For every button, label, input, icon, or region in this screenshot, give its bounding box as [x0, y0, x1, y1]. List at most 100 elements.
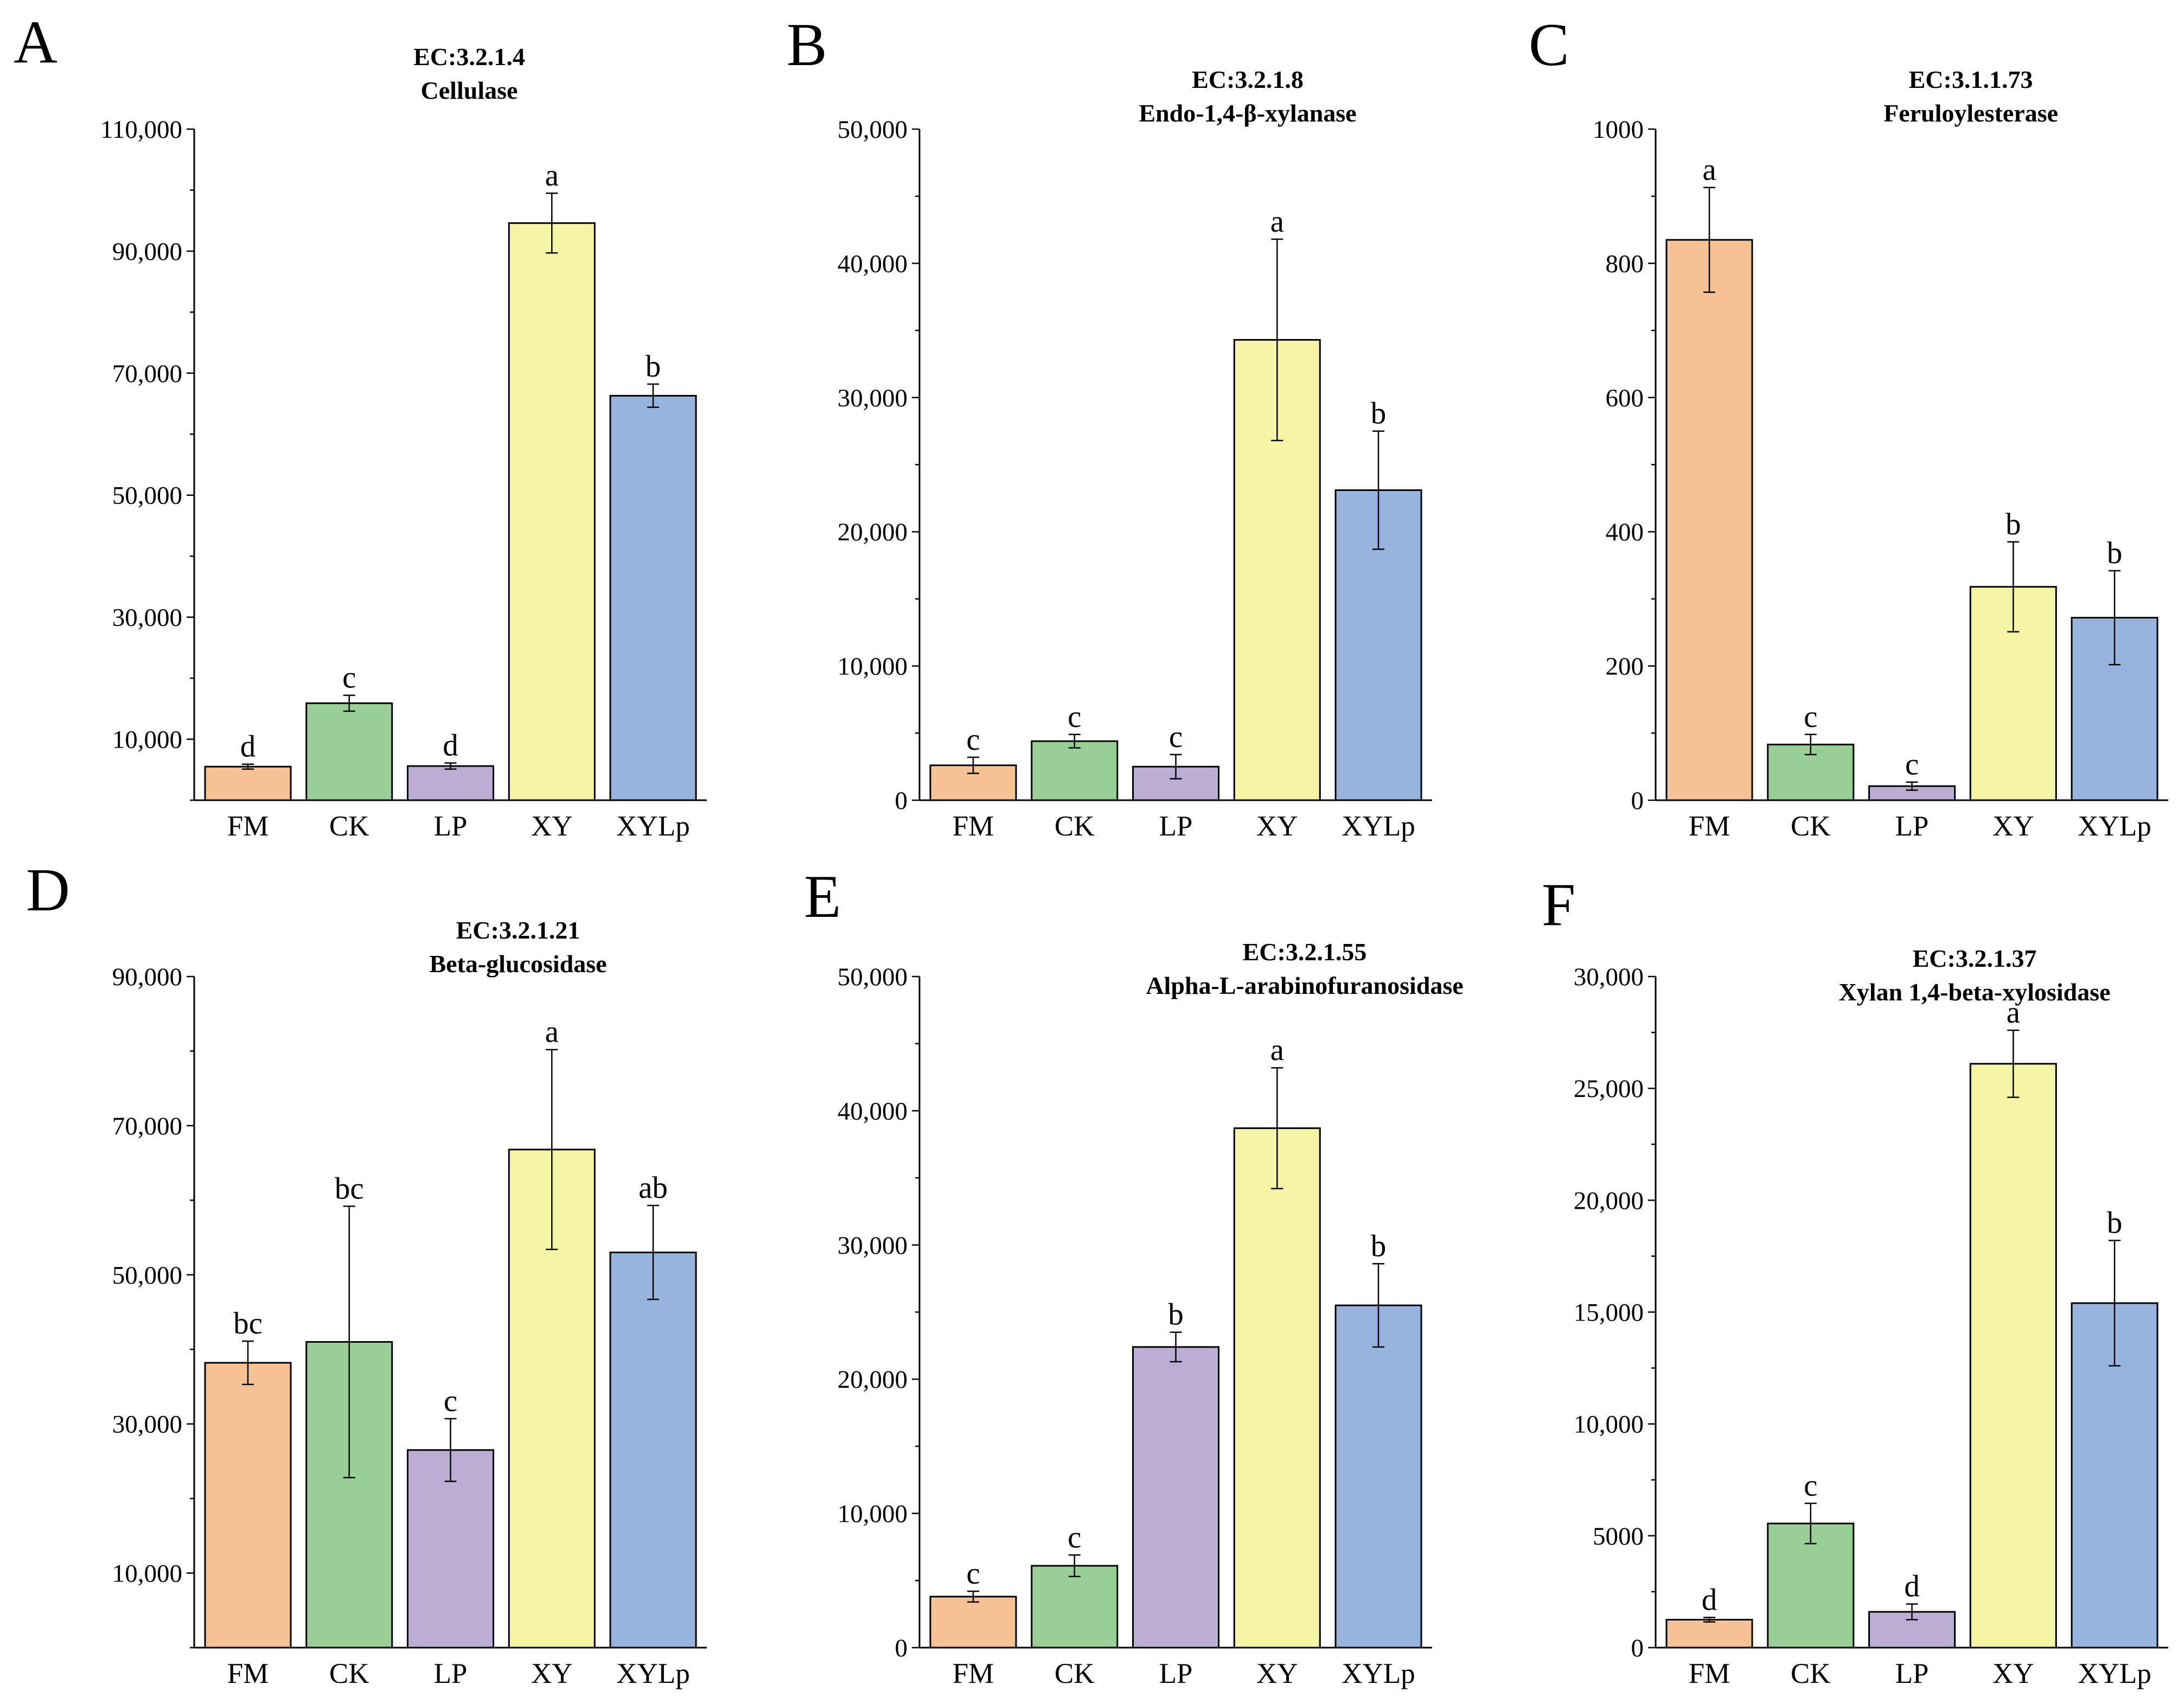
panel-a-ytick-label: 110,000	[100, 116, 182, 144]
panel-e-ytick-label: 0	[895, 1634, 908, 1662]
panel-d-error-xy	[546, 1049, 558, 1251]
panel-e-sig-ck: c	[1068, 1520, 1081, 1554]
panel-f-bar-xy	[1969, 1063, 2057, 1649]
panel-a: A EC:3.2.1.4 Cellulase d FM c CK d LP a XY b XYLp 10,…	[14, 9, 707, 842]
panel-e-title-line-2: Alpha-L-arabinofuranosidase	[1146, 972, 1463, 999]
panel-f-xtick-fm: FM	[1689, 1658, 1730, 1689]
panel-e-xtick-lp: LP	[1159, 1658, 1193, 1689]
panel-d-bar-xylp	[609, 1252, 697, 1649]
panel-d-xtick-ck: CK	[329, 1658, 369, 1689]
panel-f-sig-xylp: b	[2107, 1206, 2123, 1240]
panel-e-letter: E	[804, 863, 841, 930]
panel-a-bar-xy	[508, 222, 596, 801]
panel-c-sig-fm: a	[1702, 153, 1716, 187]
panel-f: F EC:3.2.1.37 Xylan 1,4-beta-xylosidase d FM…	[1542, 871, 2168, 1689]
panel-a-ytick-label: 50,000	[112, 482, 182, 510]
panel-e-ytick-label: 40,000	[838, 1097, 908, 1125]
panel-a-bar-fm	[204, 765, 292, 801]
panel-c-ytick-label: 800	[1606, 250, 1644, 278]
panel-a-ytick-label: 10,000	[112, 726, 182, 754]
panel-e-xtick-ck: CK	[1055, 1658, 1095, 1689]
panel-e-xtick-xy: XY	[1256, 1658, 1298, 1689]
panel-d-bar-fm	[204, 1362, 292, 1649]
panel-b-ytick-label: 0	[895, 787, 908, 815]
panel-b-sig-fm: c	[966, 723, 980, 757]
panel-a-bar-lp	[407, 765, 494, 801]
panel-e-error-fm	[967, 1590, 979, 1603]
panel-d-error-lp	[444, 1418, 457, 1482]
panel-f-ytick-label: 15,000	[1574, 1299, 1644, 1327]
panel-b-ytick-label: 20,000	[838, 518, 908, 546]
panel-a-ytick-label: 70,000	[112, 360, 182, 388]
panel-d-sig-ck: bc	[335, 1171, 364, 1205]
panel-d-ytick-label: 70,000	[112, 1112, 182, 1140]
panel-c-xtick-ck: CK	[1791, 811, 1831, 842]
panel-d-sig-xy: a	[545, 1015, 559, 1049]
panel-c-xtick-xy: XY	[1993, 811, 2034, 842]
panel-f-error-xylp	[2109, 1240, 2121, 1367]
panel-c-ytick-label: 0	[1631, 787, 1644, 815]
panel-f-ytick-label: 5000	[1593, 1522, 1644, 1551]
panel-e-bar-ck	[1031, 1565, 1119, 1649]
panel-b-bar-ck	[1031, 740, 1119, 801]
panel-d-sig-fm: bc	[233, 1306, 263, 1341]
panel-a-xtick-xylp: XYLp	[616, 811, 689, 842]
panel-e-title-line-1: EC:3.2.1.55	[1243, 938, 1367, 966]
panel-d-xtick-fm: FM	[227, 1658, 269, 1689]
panel-c-letter: C	[1529, 11, 1569, 79]
panel-b-xtick-xylp: XYLp	[1342, 811, 1415, 842]
panel-a-error-lp	[444, 762, 457, 770]
panel-d-ytick-label: 10,000	[112, 1560, 182, 1588]
panel-c-title-line-2: Feruloylesterase	[1883, 99, 2058, 127]
panel-c-ytick-label: 1000	[1593, 116, 1644, 144]
panel-f-xtick-xy: XY	[1993, 1658, 2034, 1689]
panel-d-ytick-label: 50,000	[112, 1261, 182, 1290]
panel-d-xtick-xylp: XYLp	[616, 1658, 689, 1689]
panel-a-ytick-label: 90,000	[112, 238, 182, 266]
panel-b-xtick-ck: CK	[1055, 811, 1095, 842]
panel-e-xtick-fm: FM	[953, 1658, 994, 1689]
panel-f-sig-lp: d	[1904, 1570, 1920, 1604]
panel-b-ytick-label: 30,000	[838, 384, 908, 412]
panel-b: B EC:3.2.1.8 Endo-1,4-β-xylanase c FM c CK c LP a…	[787, 11, 1432, 842]
panel-e-bar-xylp	[1334, 1304, 1422, 1649]
panel-a-bar-xylp	[609, 394, 697, 801]
panel-c-error-ck	[1804, 733, 1817, 756]
panel-a-bar-ck	[305, 702, 393, 801]
panel-e: E EC:3.2.1.55 Alpha-L-arabinofuranosidase c…	[804, 863, 1464, 1689]
panel-a-xtick-fm: FM	[227, 811, 269, 842]
panel-c-sig-xylp: b	[2107, 536, 2123, 570]
panel-f-ytick-label: 10,000	[1574, 1411, 1644, 1439]
panel-f-ytick-label: 0	[1631, 1634, 1644, 1662]
panel-a-ytick-label: 30,000	[112, 604, 182, 632]
panel-d-xtick-xy: XY	[531, 1658, 573, 1689]
panel-e-bar-lp	[1132, 1346, 1219, 1649]
panel-d-xtick-lp: LP	[434, 1658, 468, 1689]
panel-e-error-lp	[1170, 1331, 1182, 1363]
panel-e-bar-xy	[1233, 1127, 1321, 1649]
panel-c-error-lp	[1906, 781, 1918, 791]
panel-e-bar-fm	[929, 1596, 1017, 1649]
panel-e-ytick-label: 30,000	[838, 1232, 908, 1260]
panel-a-xtick-lp: LP	[434, 811, 468, 842]
panel-c-sig-ck: c	[1804, 700, 1817, 734]
panel-c-title-line-1: EC:3.1.1.73	[1909, 66, 2033, 93]
panel-b-error-fm	[967, 756, 979, 774]
panel-b-xtick-fm: FM	[953, 811, 994, 842]
panel-f-bar-fm	[1665, 1618, 1753, 1649]
panel-b-error-ck	[1068, 733, 1081, 749]
panel-e-error-xy	[1271, 1067, 1283, 1190]
panel-b-ytick-label: 40,000	[838, 250, 908, 278]
panel-b-error-xy	[1271, 238, 1283, 442]
panel-e-ytick-label: 20,000	[838, 1366, 908, 1394]
panel-e-error-ck	[1068, 1554, 1081, 1578]
panel-f-title-line-2: Xylan 1,4-beta-xylosidase	[1839, 978, 2111, 1006]
panel-a-xtick-xy: XY	[531, 811, 573, 842]
panel-a-error-xy	[546, 192, 558, 254]
panel-b-xtick-xy: XY	[1256, 811, 1298, 842]
panel-e-xtick-xylp: XYLp	[1342, 1658, 1415, 1689]
panel-d-sig-lp: c	[444, 1384, 457, 1418]
panel-d-error-xylp	[647, 1204, 659, 1300]
panel-b-sig-lp: c	[1169, 720, 1183, 754]
panel-a-letter: A	[14, 9, 58, 76]
